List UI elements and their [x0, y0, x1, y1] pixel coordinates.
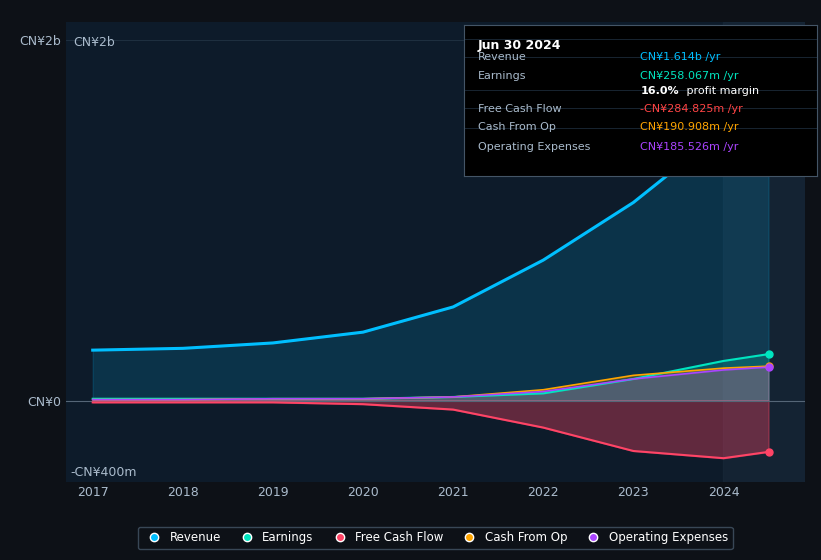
Bar — [723, 22, 805, 482]
Text: -CN¥284.825m /yr: -CN¥284.825m /yr — [640, 104, 743, 114]
Text: CN¥2b: CN¥2b — [73, 36, 115, 49]
Text: CN¥185.526m /yr: CN¥185.526m /yr — [640, 142, 739, 152]
Text: CN¥258.067m /yr: CN¥258.067m /yr — [640, 71, 739, 81]
Text: profit margin: profit margin — [683, 86, 759, 96]
Text: Revenue: Revenue — [478, 53, 527, 62]
Text: CN¥1.614b /yr: CN¥1.614b /yr — [640, 53, 721, 62]
Text: 16.0%: 16.0% — [640, 86, 679, 96]
Text: Earnings: Earnings — [478, 71, 526, 81]
Text: Free Cash Flow: Free Cash Flow — [478, 104, 562, 114]
Legend: Revenue, Earnings, Free Cash Flow, Cash From Op, Operating Expenses: Revenue, Earnings, Free Cash Flow, Cash … — [138, 527, 732, 549]
Text: Operating Expenses: Operating Expenses — [478, 142, 590, 152]
Text: CN¥190.908m /yr: CN¥190.908m /yr — [640, 122, 739, 132]
Text: -CN¥400m: -CN¥400m — [70, 466, 136, 479]
Text: Jun 30 2024: Jun 30 2024 — [478, 39, 562, 52]
Text: Cash From Op: Cash From Op — [478, 122, 556, 132]
